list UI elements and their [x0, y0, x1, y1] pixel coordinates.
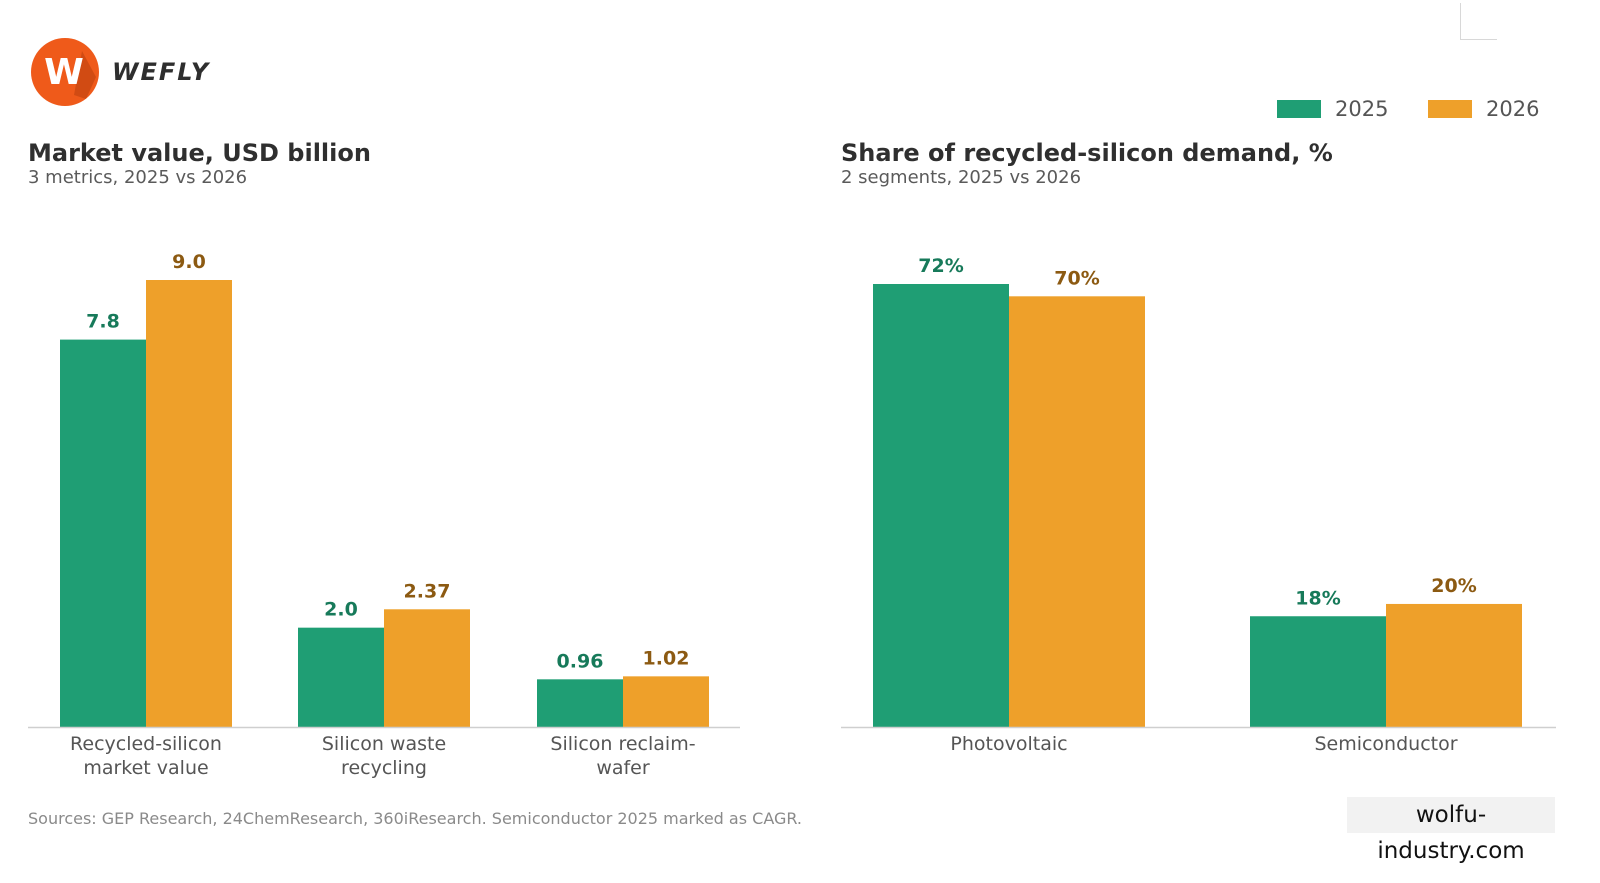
left-category-label-0-0: Recycled-silicon [70, 733, 222, 755]
sources-footnote: Sources: GEP Research, 24ChemResearch, 3… [28, 809, 803, 828]
left-data-label-2026-2: 1.02 [643, 647, 690, 669]
legend-swatch-2026 [1428, 100, 1472, 118]
left-category-label-2-0: Silicon reclaim- [550, 733, 695, 755]
right-chart-subtitle: 2 segments, 2025 vs 2026 [841, 167, 1082, 188]
right-data-label-2026-0: 70% [1054, 267, 1099, 289]
left-category-label-1-0: Silicon waste [322, 733, 446, 755]
right-category-label-0-0: Photovoltaic [950, 733, 1067, 755]
left-bar-2025-0 [60, 339, 146, 727]
left-bar-2025-1 [298, 627, 384, 727]
left-data-label-2025-2: 0.96 [557, 650, 604, 672]
legend-item-2025: 2025 [1277, 97, 1388, 121]
right-bar-2026-1 [1386, 603, 1522, 727]
left-bar-2025-2 [537, 679, 623, 727]
legend-label-2025: 2025 [1335, 97, 1389, 121]
right-bar-2025-1 [1250, 616, 1386, 727]
corner-crop-mark [1460, 3, 1497, 40]
legend-label-2026: 2026 [1486, 97, 1540, 121]
left-category-label-2-1: wafer [596, 757, 650, 779]
brand-badge-letter: W [44, 52, 84, 93]
right-bar-2026-0 [1009, 296, 1145, 727]
brand-name: WEFLY [112, 58, 211, 86]
left-chart-subtitle: 3 metrics, 2025 vs 2026 [28, 167, 248, 188]
left-data-label-2025-1: 2.0 [324, 599, 358, 621]
left-data-label-2025-0: 7.8 [86, 311, 120, 333]
right-chart-title: Share of recycled-silicon demand, % [841, 139, 1333, 167]
brand-wordmark: WEFLY [112, 58, 211, 86]
right-data-label-2025-1: 18% [1295, 587, 1340, 609]
left-category-label-0-1: market value [83, 757, 208, 779]
left-data-label-2026-1: 2.37 [404, 580, 451, 602]
legend-item-2026: 2026 [1428, 97, 1539, 121]
brand-logo-badge: W [31, 38, 99, 106]
right-bar-2025-0 [873, 284, 1009, 727]
left-category-label-1-1: recycling [341, 757, 427, 779]
right-data-label-2025-0: 72% [918, 255, 963, 277]
left-bar-2026-1 [384, 609, 470, 727]
right-category-label-1-0: Semiconductor [1314, 733, 1457, 755]
left-bar-2026-0 [146, 280, 232, 727]
left-bar-2026-2 [623, 676, 709, 727]
right-data-label-2026-1: 20% [1431, 575, 1476, 597]
left-chart-title: Market value, USD billion [28, 139, 371, 167]
site-watermark: wolfu-industry.com [1347, 797, 1555, 864]
legend-swatch-2025 [1277, 100, 1321, 118]
left-data-label-2026-0: 9.0 [172, 251, 206, 273]
